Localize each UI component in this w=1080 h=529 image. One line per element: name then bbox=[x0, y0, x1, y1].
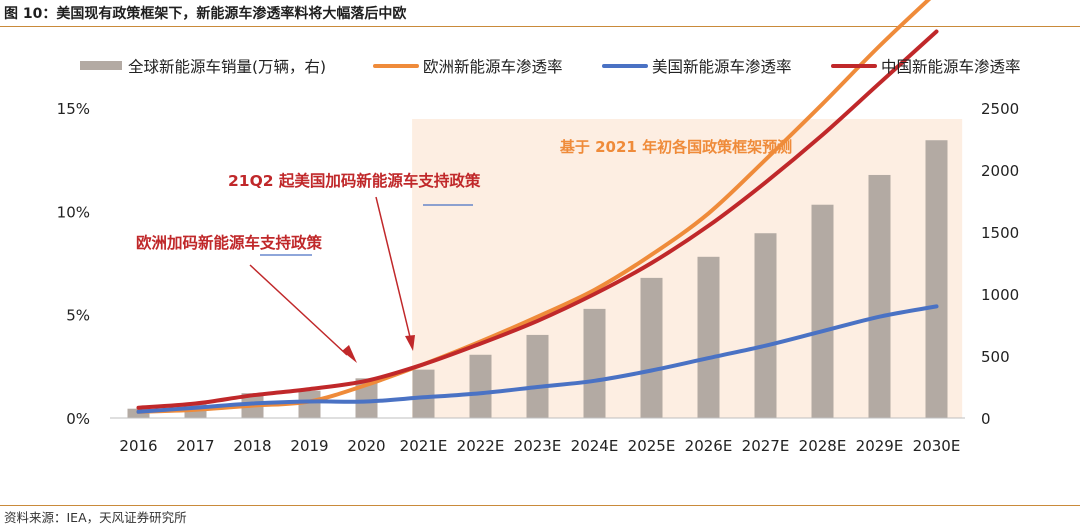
left-y-tick-label: 0% bbox=[66, 410, 90, 428]
bar-2023E bbox=[526, 334, 549, 418]
bar-2021E bbox=[412, 369, 435, 418]
x-tick-label-2028E: 2028E bbox=[799, 437, 847, 455]
figure-title: 图 10：美国现有政策框架下，新能源车渗透率料将大幅落后中欧 bbox=[4, 6, 407, 22]
legend-label: 全球新能源车销量(万辆，右) bbox=[128, 58, 326, 76]
x-tick-label-2022E: 2022E bbox=[457, 437, 505, 455]
annotation-europe-arrowhead bbox=[342, 345, 357, 363]
annotation-usa-arrowhead bbox=[405, 335, 415, 351]
right-y-tick-label: 2000 bbox=[981, 162, 1019, 180]
x-tick-label-2018: 2018 bbox=[233, 437, 271, 455]
right-y-tick-label: 2500 bbox=[981, 100, 1019, 118]
left-y-tick-label: 15% bbox=[57, 100, 90, 118]
right-y-tick-label: 0 bbox=[981, 410, 991, 428]
bar-2029E bbox=[868, 174, 891, 418]
annotation-europe-arrow-line bbox=[249, 264, 348, 356]
figure-source: 资料来源：IEA，天风证券研究所 bbox=[4, 510, 187, 525]
china-line bbox=[136, 29, 939, 410]
bar-2026E bbox=[697, 256, 720, 418]
annotation-usa-arrow-line bbox=[375, 196, 411, 338]
x-tick-label-2024E: 2024E bbox=[571, 437, 619, 455]
chart: 基于 2021 年初各国政策框架预测 2016 2017 2018 2019 2020 20… bbox=[57, 0, 1021, 455]
x-tick-label-2026E: 2026E bbox=[685, 437, 733, 455]
legend-label: 欧洲新能源车渗透率 bbox=[423, 58, 563, 76]
bar-2025E bbox=[640, 277, 663, 418]
x-tick-label-2023E: 2023E bbox=[514, 437, 562, 455]
europe-line bbox=[136, 0, 932, 414]
x-tick-label-2030E: 2030E bbox=[913, 437, 961, 455]
annotation-usa-policy: 21Q2 起美国加码新能源车支持政策 bbox=[228, 171, 481, 190]
annotation-europe-policy: 欧洲加码新能源车支持政策 bbox=[136, 233, 323, 252]
left-y-tick-label: 5% bbox=[66, 307, 90, 325]
bar-2019 bbox=[298, 390, 321, 418]
legend-label: 中国新能源车渗透率 bbox=[881, 58, 1021, 76]
usa-line bbox=[136, 304, 939, 414]
x-tick-label-2029E: 2029E bbox=[856, 437, 904, 455]
bar-2027E bbox=[754, 233, 777, 418]
x-tick-label-2016: 2016 bbox=[119, 437, 157, 455]
legend-swatch-bar bbox=[80, 61, 122, 70]
forecast-region-label: 基于 2021 年初各国政策框架预测 bbox=[559, 138, 792, 156]
source-divider bbox=[0, 505, 1080, 506]
x-tick-label-2017: 2017 bbox=[176, 437, 214, 455]
x-tick-label-2021E: 2021E bbox=[400, 437, 448, 455]
right-y-tick-label: 1000 bbox=[981, 286, 1019, 304]
bar-2028E bbox=[811, 204, 834, 418]
bar-2030E bbox=[925, 140, 948, 419]
bar-2024E bbox=[583, 308, 606, 418]
bar-2022E bbox=[469, 354, 492, 418]
x-tick-label-2019: 2019 bbox=[290, 437, 328, 455]
left-y-tick-label: 10% bbox=[57, 203, 90, 221]
x-tick-label-2020: 2020 bbox=[347, 437, 385, 455]
x-tick-label-2025E: 2025E bbox=[628, 437, 676, 455]
right-y-tick-label: 1500 bbox=[981, 224, 1019, 242]
title-divider bbox=[0, 26, 1080, 27]
x-tick-label-2027E: 2027E bbox=[742, 437, 790, 455]
right-y-tick-label: 500 bbox=[981, 348, 1010, 366]
legend-label: 美国新能源车渗透率 bbox=[652, 58, 792, 76]
